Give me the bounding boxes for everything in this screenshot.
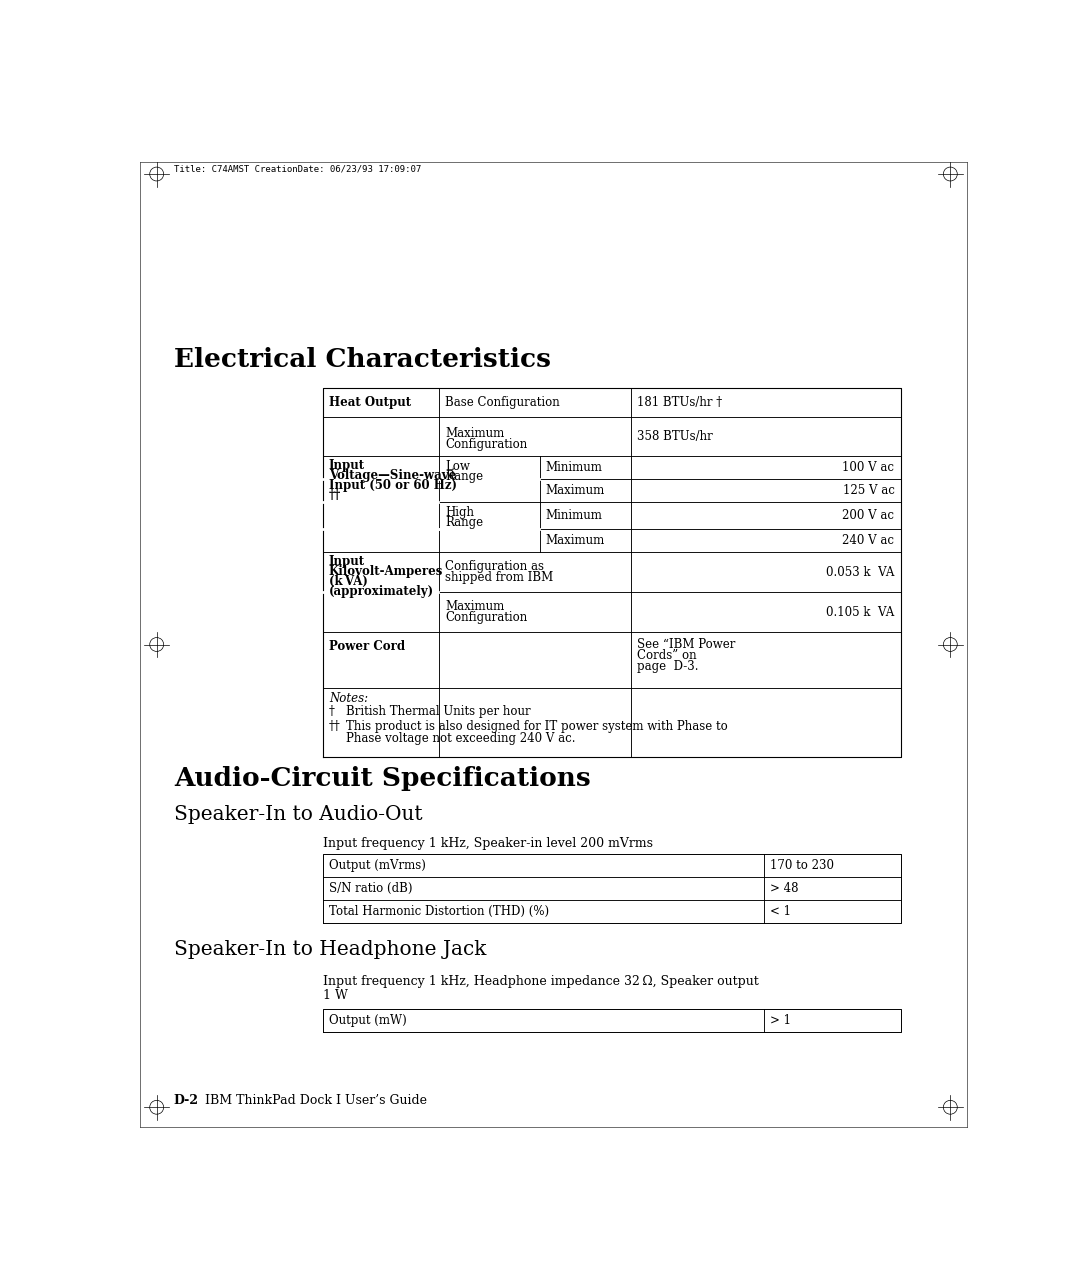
Text: 1 W: 1 W bbox=[323, 988, 348, 1001]
Text: Power Cord: Power Cord bbox=[328, 640, 405, 653]
Text: Maximum: Maximum bbox=[545, 534, 605, 547]
Text: D-2: D-2 bbox=[174, 1094, 199, 1107]
Text: Maximum: Maximum bbox=[445, 427, 504, 439]
Text: IBM ThinkPad Dock I User’s Guide: IBM ThinkPad Dock I User’s Guide bbox=[193, 1094, 427, 1107]
Text: Configuration as: Configuration as bbox=[445, 559, 544, 573]
Text: Speaker-In to Headphone Jack: Speaker-In to Headphone Jack bbox=[174, 940, 486, 959]
Text: > 48: > 48 bbox=[770, 882, 799, 895]
Text: See “IBM Power: See “IBM Power bbox=[637, 638, 735, 651]
Text: 0.053 k  VA: 0.053 k VA bbox=[826, 566, 894, 578]
Text: Cords” on: Cords” on bbox=[637, 649, 697, 661]
Text: 240 V ac: 240 V ac bbox=[842, 534, 894, 547]
Text: British Thermal Units per hour: British Thermal Units per hour bbox=[346, 705, 530, 718]
Text: 125 V ac: 125 V ac bbox=[842, 484, 894, 497]
Text: Input: Input bbox=[328, 555, 365, 568]
Text: Configuration: Configuration bbox=[445, 438, 527, 451]
Text: Input: Input bbox=[328, 458, 365, 472]
Text: This product is also designed for IT power system with Phase to: This product is also designed for IT pow… bbox=[346, 720, 728, 733]
Text: Output (mW): Output (mW) bbox=[328, 1014, 406, 1027]
Text: S/N ratio (dB): S/N ratio (dB) bbox=[328, 882, 413, 895]
Text: Low: Low bbox=[445, 460, 470, 472]
Text: Voltage—Sine-wave: Voltage—Sine-wave bbox=[328, 469, 456, 481]
Text: Configuration: Configuration bbox=[445, 612, 527, 624]
Text: (k VA): (k VA) bbox=[328, 575, 367, 589]
Text: page  D-3.: page D-3. bbox=[637, 660, 699, 673]
Text: Input frequency 1 kHz, Headphone impedance 32 Ω, Speaker output: Input frequency 1 kHz, Headphone impedan… bbox=[323, 974, 758, 988]
Text: Audio-Circuit Specifications: Audio-Circuit Specifications bbox=[174, 766, 591, 792]
Text: < 1: < 1 bbox=[770, 905, 792, 918]
Text: Speaker-In to Audio-Out: Speaker-In to Audio-Out bbox=[174, 805, 422, 824]
Text: 200 V ac: 200 V ac bbox=[842, 510, 894, 522]
Text: High: High bbox=[445, 506, 474, 518]
Text: Base Configuration: Base Configuration bbox=[445, 396, 559, 409]
Text: Kilovolt-Amperes: Kilovolt-Amperes bbox=[328, 566, 443, 578]
Text: Input frequency 1 kHz, Speaker-in level 200 mVrms: Input frequency 1 kHz, Speaker-in level … bbox=[323, 836, 652, 850]
Text: Output (mVrms): Output (mVrms) bbox=[328, 859, 426, 872]
Text: Phase voltage not exceeding 240 V ac.: Phase voltage not exceeding 240 V ac. bbox=[346, 732, 576, 746]
Text: 170 to 230: 170 to 230 bbox=[770, 859, 835, 872]
Text: Minimum: Minimum bbox=[545, 510, 603, 522]
Text: Range: Range bbox=[445, 516, 483, 529]
Text: †: † bbox=[328, 705, 335, 718]
Text: Maximum: Maximum bbox=[545, 484, 605, 497]
Text: Electrical Characteristics: Electrical Characteristics bbox=[174, 347, 551, 373]
Text: Maximum: Maximum bbox=[445, 600, 504, 613]
Text: Minimum: Minimum bbox=[545, 461, 603, 474]
Text: ††: †† bbox=[328, 720, 340, 733]
Text: Notes:: Notes: bbox=[328, 692, 368, 705]
Text: 358 BTUs/hr: 358 BTUs/hr bbox=[637, 430, 713, 443]
Text: ††: †† bbox=[328, 489, 341, 502]
Text: Input (50 or 60 Hz): Input (50 or 60 Hz) bbox=[328, 479, 457, 492]
Text: (approximately): (approximately) bbox=[328, 585, 434, 598]
Text: 181 BTUs/hr †: 181 BTUs/hr † bbox=[637, 396, 723, 409]
Text: Total Harmonic Distortion (THD) (%): Total Harmonic Distortion (THD) (%) bbox=[328, 905, 549, 918]
Text: > 1: > 1 bbox=[770, 1014, 792, 1027]
Text: Title: C74AMST CreationDate: 06/23/93 17:09:07: Title: C74AMST CreationDate: 06/23/93 17… bbox=[174, 165, 421, 174]
Text: shipped from IBM: shipped from IBM bbox=[445, 571, 553, 585]
Text: 100 V ac: 100 V ac bbox=[842, 461, 894, 474]
Text: Heat Output: Heat Output bbox=[328, 396, 410, 409]
Text: 0.105 k  VA: 0.105 k VA bbox=[826, 605, 894, 618]
Text: Range: Range bbox=[445, 470, 483, 483]
